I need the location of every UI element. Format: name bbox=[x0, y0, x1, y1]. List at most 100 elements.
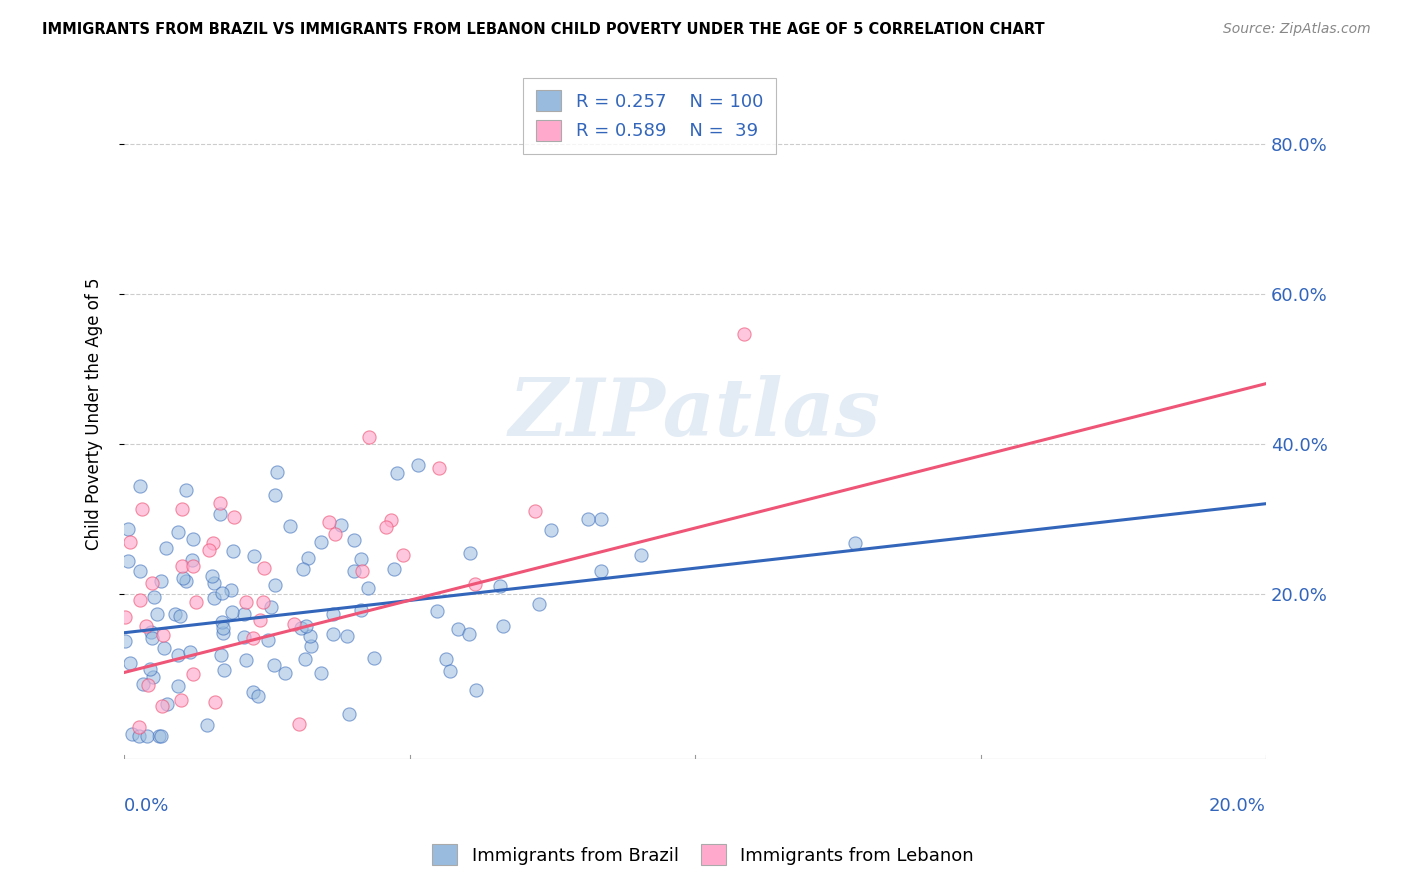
Point bbox=[209, 507, 232, 521]
Point bbox=[201, 569, 224, 583]
Point bbox=[363, 651, 385, 665]
Point bbox=[195, 717, 218, 731]
Point bbox=[352, 564, 374, 578]
Point bbox=[114, 610, 136, 624]
Point bbox=[247, 689, 270, 703]
Point bbox=[253, 561, 276, 575]
Point bbox=[170, 501, 193, 516]
Point bbox=[323, 527, 346, 541]
Point bbox=[118, 535, 141, 549]
Point bbox=[221, 605, 243, 619]
Point bbox=[242, 549, 264, 563]
Point bbox=[249, 613, 271, 627]
Point bbox=[458, 626, 481, 640]
Point bbox=[235, 595, 257, 609]
Point bbox=[136, 729, 159, 743]
Point bbox=[382, 562, 405, 576]
Point bbox=[211, 615, 233, 629]
Point bbox=[166, 525, 188, 540]
Point bbox=[211, 621, 233, 635]
Point bbox=[342, 564, 364, 578]
Point bbox=[299, 639, 322, 653]
Point bbox=[222, 509, 245, 524]
Point bbox=[274, 666, 297, 681]
Point bbox=[170, 692, 193, 706]
Point bbox=[120, 656, 142, 670]
Point bbox=[172, 571, 194, 585]
Point bbox=[146, 607, 169, 622]
Point bbox=[129, 478, 152, 492]
Point bbox=[589, 512, 612, 526]
Point bbox=[128, 720, 150, 734]
Legend: Immigrants from Brazil, Immigrants from Lebanon: Immigrants from Brazil, Immigrants from … bbox=[425, 837, 981, 872]
Point bbox=[322, 626, 344, 640]
Point bbox=[391, 549, 413, 563]
Point bbox=[406, 458, 429, 472]
Point bbox=[148, 729, 170, 743]
Point bbox=[152, 627, 174, 641]
Point bbox=[176, 483, 198, 497]
Point bbox=[180, 553, 202, 567]
Point bbox=[181, 667, 204, 681]
Point bbox=[149, 574, 172, 589]
Point bbox=[174, 574, 197, 588]
Point bbox=[149, 729, 172, 743]
Point bbox=[184, 595, 207, 609]
Point bbox=[211, 585, 233, 599]
Point bbox=[153, 640, 176, 655]
Point bbox=[139, 662, 162, 676]
Point bbox=[222, 544, 245, 558]
Point bbox=[242, 632, 264, 646]
Point bbox=[208, 496, 231, 510]
Point bbox=[202, 576, 225, 591]
Point bbox=[337, 706, 360, 721]
Legend: R = 0.257    N = 100, R = 0.589    N =  39: R = 0.257 N = 100, R = 0.589 N = 39 bbox=[523, 78, 776, 153]
Point bbox=[170, 559, 193, 574]
Point bbox=[318, 515, 340, 529]
Point bbox=[630, 549, 652, 563]
Point bbox=[114, 634, 136, 648]
Point bbox=[374, 520, 396, 534]
Point bbox=[290, 622, 312, 636]
Point bbox=[181, 532, 204, 546]
Point bbox=[464, 577, 486, 591]
Point bbox=[264, 488, 287, 502]
Point bbox=[142, 670, 165, 684]
Point bbox=[233, 631, 256, 645]
Point bbox=[489, 579, 512, 593]
Point bbox=[439, 664, 461, 678]
Point bbox=[322, 607, 344, 621]
Point bbox=[179, 645, 201, 659]
Point bbox=[212, 663, 235, 677]
Point bbox=[527, 598, 550, 612]
Point bbox=[426, 604, 449, 618]
Point bbox=[492, 618, 515, 632]
Point bbox=[156, 697, 179, 711]
Point bbox=[350, 552, 373, 566]
Point bbox=[121, 727, 143, 741]
Point bbox=[204, 695, 226, 709]
Point bbox=[138, 678, 160, 692]
Point bbox=[260, 599, 283, 614]
Point bbox=[128, 729, 150, 743]
Y-axis label: Child Poverty Under the Age of 5: Child Poverty Under the Age of 5 bbox=[86, 277, 103, 549]
Point bbox=[181, 559, 204, 574]
Point bbox=[202, 591, 225, 606]
Point bbox=[524, 504, 547, 518]
Point bbox=[264, 578, 287, 592]
Point bbox=[343, 533, 366, 547]
Text: Source: ZipAtlas.com: Source: ZipAtlas.com bbox=[1223, 22, 1371, 37]
Point bbox=[434, 652, 457, 666]
Point bbox=[350, 603, 373, 617]
Point bbox=[167, 648, 190, 662]
Point bbox=[844, 535, 866, 549]
Point bbox=[576, 511, 599, 525]
Point bbox=[212, 626, 235, 640]
Point bbox=[235, 653, 257, 667]
Point bbox=[132, 677, 155, 691]
Point bbox=[266, 465, 288, 479]
Point bbox=[167, 679, 190, 693]
Point bbox=[135, 618, 157, 632]
Point bbox=[209, 648, 232, 662]
Point bbox=[129, 564, 152, 578]
